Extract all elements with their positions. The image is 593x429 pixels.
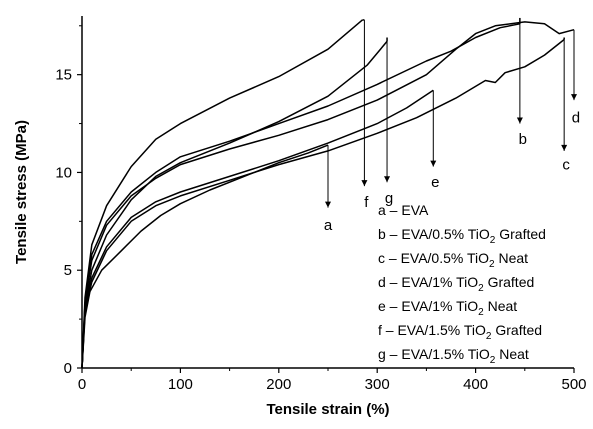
break-markers: a b c d e f g (324, 17, 580, 234)
x-tick-label: 0 (78, 376, 86, 393)
y-axis-title: Tensile stress (MPa) (13, 120, 30, 264)
x-tick-label: 100 (168, 376, 193, 393)
arrowhead-c (561, 144, 568, 151)
y-tick-label: 0 (64, 360, 72, 377)
x-tick-label: 300 (365, 376, 390, 393)
curve-label-a: a (324, 217, 333, 234)
curve-label-b: b (519, 131, 527, 148)
series-line-a (81, 144, 329, 369)
arrowhead-g (384, 176, 391, 183)
x-axis-title: Tensile strain (%) (266, 401, 389, 418)
series-line-f (81, 19, 363, 369)
arrowhead-a (325, 201, 331, 208)
series-line-b (81, 23, 521, 369)
arrowhead-e (430, 160, 437, 167)
curve-label-f: f (364, 194, 369, 211)
y-tick-label: 15 (55, 67, 72, 84)
legend-entry: c – EVA/0.5% TiO2 Neat (378, 250, 528, 270)
arrowhead-f (361, 180, 368, 187)
x-tick-label: 200 (266, 376, 291, 393)
x-tick-label: 400 (463, 376, 488, 393)
series-line-g (81, 40, 388, 369)
legend-entry: b – EVA/0.5% TiO2 Grafted (378, 226, 546, 246)
ticks: 0 100 200 300 400 500 0 5 10 15 (55, 25, 587, 393)
series-line-d (81, 21, 575, 369)
y-tick-label: 5 (64, 262, 72, 279)
x-tick-label: 500 (561, 376, 586, 393)
legend-entry: a – EVA (378, 202, 429, 218)
curve-label-e: e (431, 174, 439, 191)
legend-entry: d – EVA/1% TiO2 Grafted (378, 274, 534, 294)
legend-entry: g – EVA/1.5% TiO2 Neat (378, 346, 529, 366)
curve-label-c: c (562, 157, 570, 174)
arrowhead-b (516, 117, 523, 124)
series-line-c (81, 38, 565, 369)
series-line-e (81, 89, 434, 369)
curve-label-d: d (572, 110, 580, 127)
y-tick-label: 10 (55, 164, 72, 181)
legend-entry: e – EVA/1% TiO2 Neat (378, 298, 517, 318)
arrowhead-d (571, 94, 577, 101)
legend-entry: f – EVA/1.5% TiO2 Grafted (378, 322, 542, 342)
legend: a – EVA b – EVA/0.5% TiO2 Grafted c – EVA/… (378, 202, 546, 366)
curve-label-g: g (385, 190, 393, 207)
